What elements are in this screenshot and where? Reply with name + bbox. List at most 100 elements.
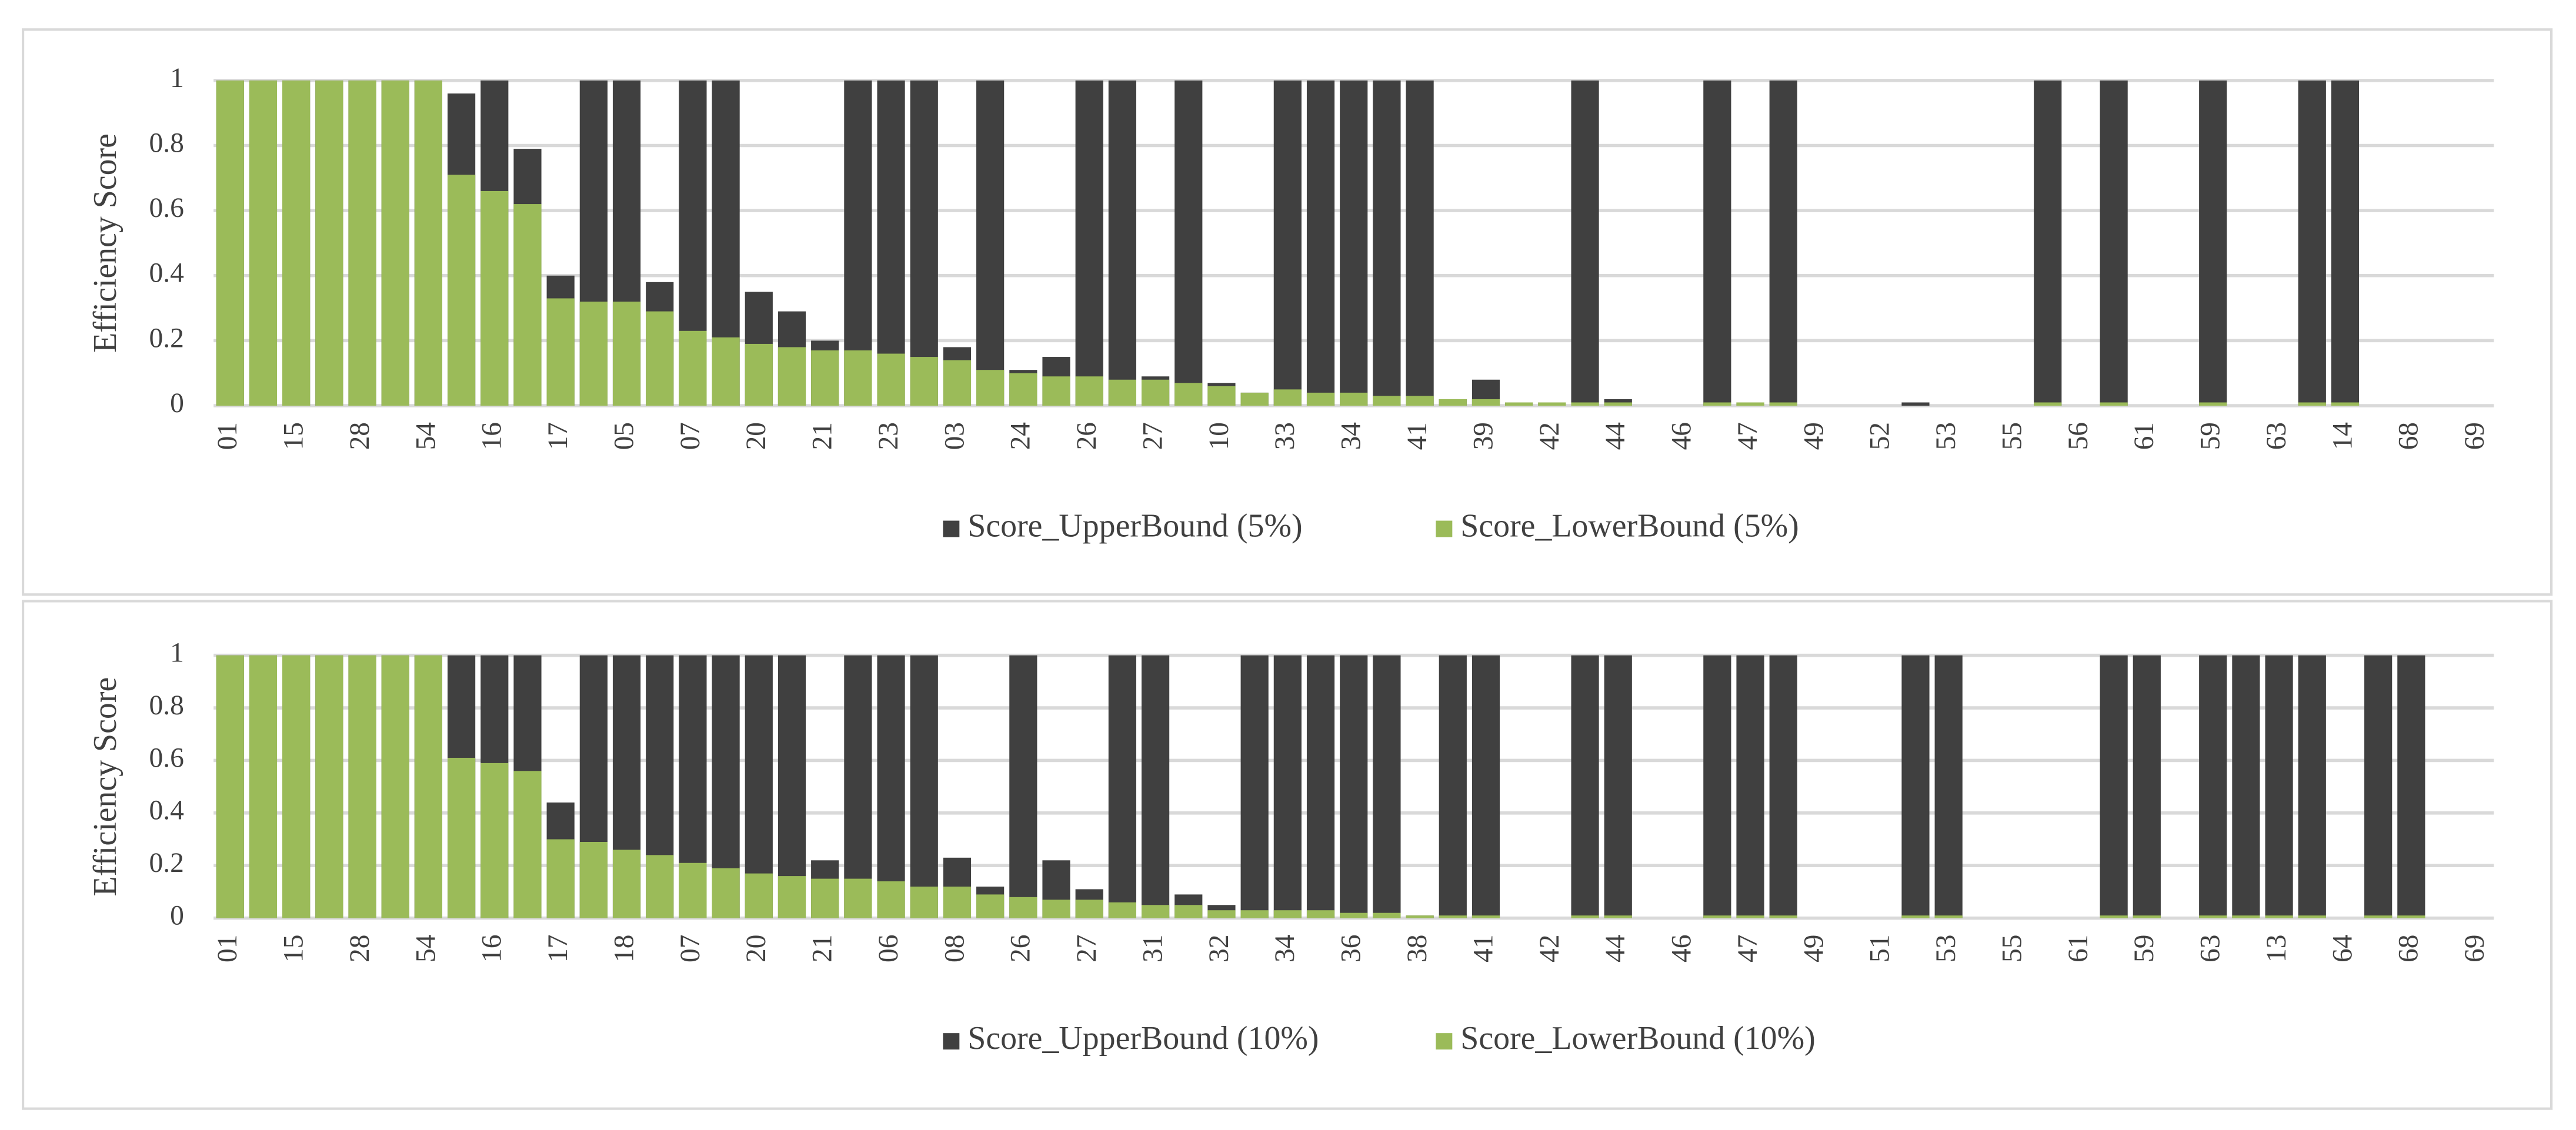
bar [1108,902,1136,918]
x-tick-label: 59 [2129,935,2160,962]
bar [943,886,972,918]
bar [745,873,773,918]
bar [1703,655,1731,918]
bar [2100,402,2128,406]
bar [2298,915,2326,918]
bar [1373,80,1401,406]
x-tick-label: 46 [1667,422,1697,450]
bar [2232,655,2260,918]
bar [1340,912,1368,918]
bar [1306,392,1335,406]
x-tick-label: 07 [675,422,706,450]
x-tick-label: 31 [1137,935,1168,962]
bar [1736,655,1764,918]
x-tick-label: 56 [2063,422,2094,450]
bar [1273,655,1302,918]
bar [513,204,542,406]
x-tick-label: 52 [1865,422,1896,450]
x-tick-label: 26 [1006,935,1036,962]
x-tick-label: 68 [2394,422,2424,450]
x-tick-label: 34 [1336,422,1367,450]
x-tick-label: 01 [212,422,243,450]
bar [1406,396,1434,406]
bar [1471,915,1500,918]
x-tick-label: 63 [2261,422,2292,450]
x-tick-label: 41 [1402,422,1433,450]
bar [1901,655,1930,918]
bar [1571,915,1599,918]
y-tick-label: 1 [170,638,184,668]
bar [2331,80,2360,406]
x-tick-label: 18 [609,935,639,962]
bar [1306,80,1335,406]
x-tick-label: 23 [873,422,904,450]
bar [381,655,409,918]
bar [1373,655,1401,918]
y-tick-label: 0.4 [149,258,184,289]
bar [1769,915,1797,918]
bar [579,302,608,406]
bar [513,771,542,918]
bar [2199,915,2227,918]
x-tick-label: 36 [1336,935,1367,962]
bar [1240,392,1269,406]
x-tick-label: 15 [279,935,309,962]
bar [481,763,509,918]
x-tick-label: 05 [609,422,639,450]
legend-swatch [1436,1033,1453,1050]
bar [646,311,674,406]
bar [2199,80,2227,406]
x-tick-label: 24 [1006,422,1036,450]
bar [2364,655,2393,918]
bar [481,190,509,406]
x-tick-label: 44 [1600,935,1631,962]
bar [1174,905,1203,918]
bar [249,655,278,918]
bar [249,80,278,406]
bar [877,353,905,406]
bar [1439,399,1467,406]
bar [1769,80,1797,406]
bar [2298,80,2326,406]
bar [1141,379,1170,406]
x-tick-label: 28 [345,422,375,450]
x-tick-label: 06 [873,935,904,962]
x-tick-label: 28 [345,935,375,962]
y-tick-label: 0.8 [149,128,184,158]
bar [2298,655,2326,918]
bar [1604,655,1632,918]
x-tick-label: 16 [477,422,508,450]
bar [381,80,409,406]
x-tick-label: 27 [1072,935,1102,962]
bar [1505,402,1533,406]
bar [1009,655,1037,918]
y-tick-label: 0 [170,388,184,419]
bar [612,302,641,406]
bar [1042,900,1070,918]
bar [2100,80,2128,406]
bar [1340,392,1368,406]
bar [1273,80,1302,406]
bar [612,850,641,918]
bar [447,175,476,406]
bar [2298,402,2326,406]
bar [1009,897,1037,918]
bar [1439,915,1467,918]
bar [414,655,442,918]
bar [282,655,311,918]
y-axis-title: Efficiency Score [87,677,124,897]
bar [2133,915,2161,918]
x-tick-label: 03 [939,422,970,450]
bar [2265,915,2293,918]
bar [943,360,972,406]
y-tick-label: 0.6 [149,193,184,223]
bar [1306,910,1335,918]
bar [1471,655,1500,918]
x-tick-label: 46 [1667,935,1697,962]
bar [811,350,839,406]
y-tick-label: 0.2 [149,323,184,353]
x-tick-label: 10 [1204,422,1234,450]
bar [1306,655,1335,918]
bar [546,839,575,918]
